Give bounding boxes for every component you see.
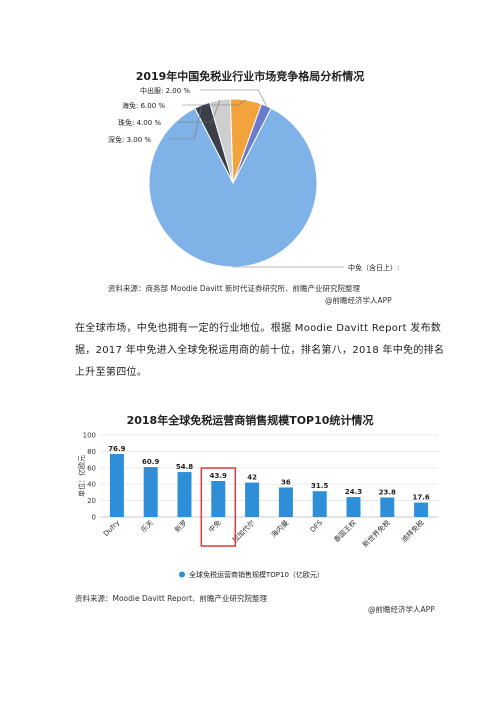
x-category-label: DFS (309, 518, 325, 534)
bar-3 (211, 481, 226, 517)
x-category-label: Dufry (102, 519, 121, 538)
x-category-label: 新罗 (173, 518, 189, 534)
y-tick-label: 0 (92, 514, 96, 522)
pie-label-2: 珠免: 4.00 % (118, 118, 161, 127)
paragraph-line-3: 上升至第四位。 (75, 367, 148, 378)
bar-brand: @前瞻经济学人APP (368, 605, 435, 614)
bar-2 (177, 472, 192, 517)
x-category-label: 新世界免税 (361, 518, 392, 549)
pie-label-0: 中免（含日上）: 85.00 % (348, 263, 400, 272)
pie-label-4: 中出服: 2.00 % (140, 86, 190, 95)
pie-leader-2 (178, 99, 221, 123)
bar-8 (380, 497, 395, 517)
y-tick-label: 60 (87, 464, 96, 472)
paragraph-line-2: 据，2017 年中免进入全球免税运用商的前十位，排名第八，2018 年中免的排名 (75, 345, 445, 356)
legend-marker (179, 571, 185, 578)
legend-label: 全球免税运营商销售规模TOP10（亿欧元） (189, 570, 324, 579)
bar-value-label: 76.9 (108, 445, 125, 453)
y-tick-label: 40 (87, 481, 96, 489)
pie-label-3: 海免: 6.00 % (122, 101, 165, 110)
bar-1 (143, 467, 158, 517)
y-axis-label: 单位：亿欧元 (77, 455, 86, 497)
bar-value-label: 43.9 (210, 472, 227, 480)
x-category-label: 中免 (206, 518, 222, 534)
pie-leader-3 (182, 99, 247, 106)
y-tick-label: 80 (87, 448, 96, 456)
x-category-label: 拉加代尔 (230, 518, 256, 544)
bar-9 (414, 502, 429, 517)
x-category-label: 乐天 (139, 518, 155, 534)
x-category-label: 海内曼 (269, 518, 290, 539)
bar-source: 资料来源：Moodie Davitt Report、前瞻产业研究院整理 (75, 594, 268, 603)
bar-value-label: 17.6 (412, 494, 429, 502)
x-category-label: 迪拜免税 (399, 518, 425, 544)
bar-chart: 76.9 60.9 54.8 43.9 42 36 31.5 24.3 23.8 17.6 单位：… (77, 432, 438, 579)
pie-label-1: 深免: 3.00 % (108, 135, 151, 144)
bar-value-label: 42 (247, 474, 257, 482)
pie-brand: @前瞻经济学人APP (325, 296, 392, 305)
paragraph-line-1: 在全球市场，中免也拥有一定的行业地位。根据 Moodie Davitt Repo… (75, 323, 442, 334)
body-paragraph: 在全球市场，中免也拥有一定的行业地位。根据 Moodie Davitt Repo… (75, 318, 455, 384)
y-tick-label: 20 (87, 497, 96, 505)
pie-leader-4 (200, 89, 267, 107)
bar-value-label: 60.9 (142, 458, 159, 466)
bar-5 (278, 487, 293, 517)
bar-7 (346, 497, 361, 517)
pie-leader-1 (168, 104, 203, 140)
bar-6 (312, 491, 327, 517)
bar-0 (109, 453, 124, 517)
pie-source: 资料来源：商务部 Moodie Davitt 新时代证券研究所、前瞻产业研究院整… (108, 284, 361, 293)
pie-chart-title: 2019年中国免税业行业市场竞争格局分析情况 (135, 70, 365, 83)
x-category-label: 泰国王权 (332, 518, 358, 544)
y-tick-label: 100 (83, 432, 96, 440)
bar-value-label: 23.8 (379, 488, 396, 496)
bar-value-label: 31.5 (311, 482, 328, 490)
bar-value-label: 24.3 (345, 488, 362, 496)
pie-slice-0 (148, 107, 318, 268)
pie-chart: 中免（含日上）: 85.00 % 深免: 3.00 % 珠免: 4.00 % 海免: … (108, 86, 400, 272)
highlight-box (200, 467, 237, 547)
bar-chart-title: 2018年全球免税运营商销售规模TOP10统计情况 (126, 414, 374, 427)
bar-4 (245, 482, 260, 517)
bar-value-label: 54.8 (176, 463, 193, 471)
bar-value-label: 36 (281, 478, 291, 486)
